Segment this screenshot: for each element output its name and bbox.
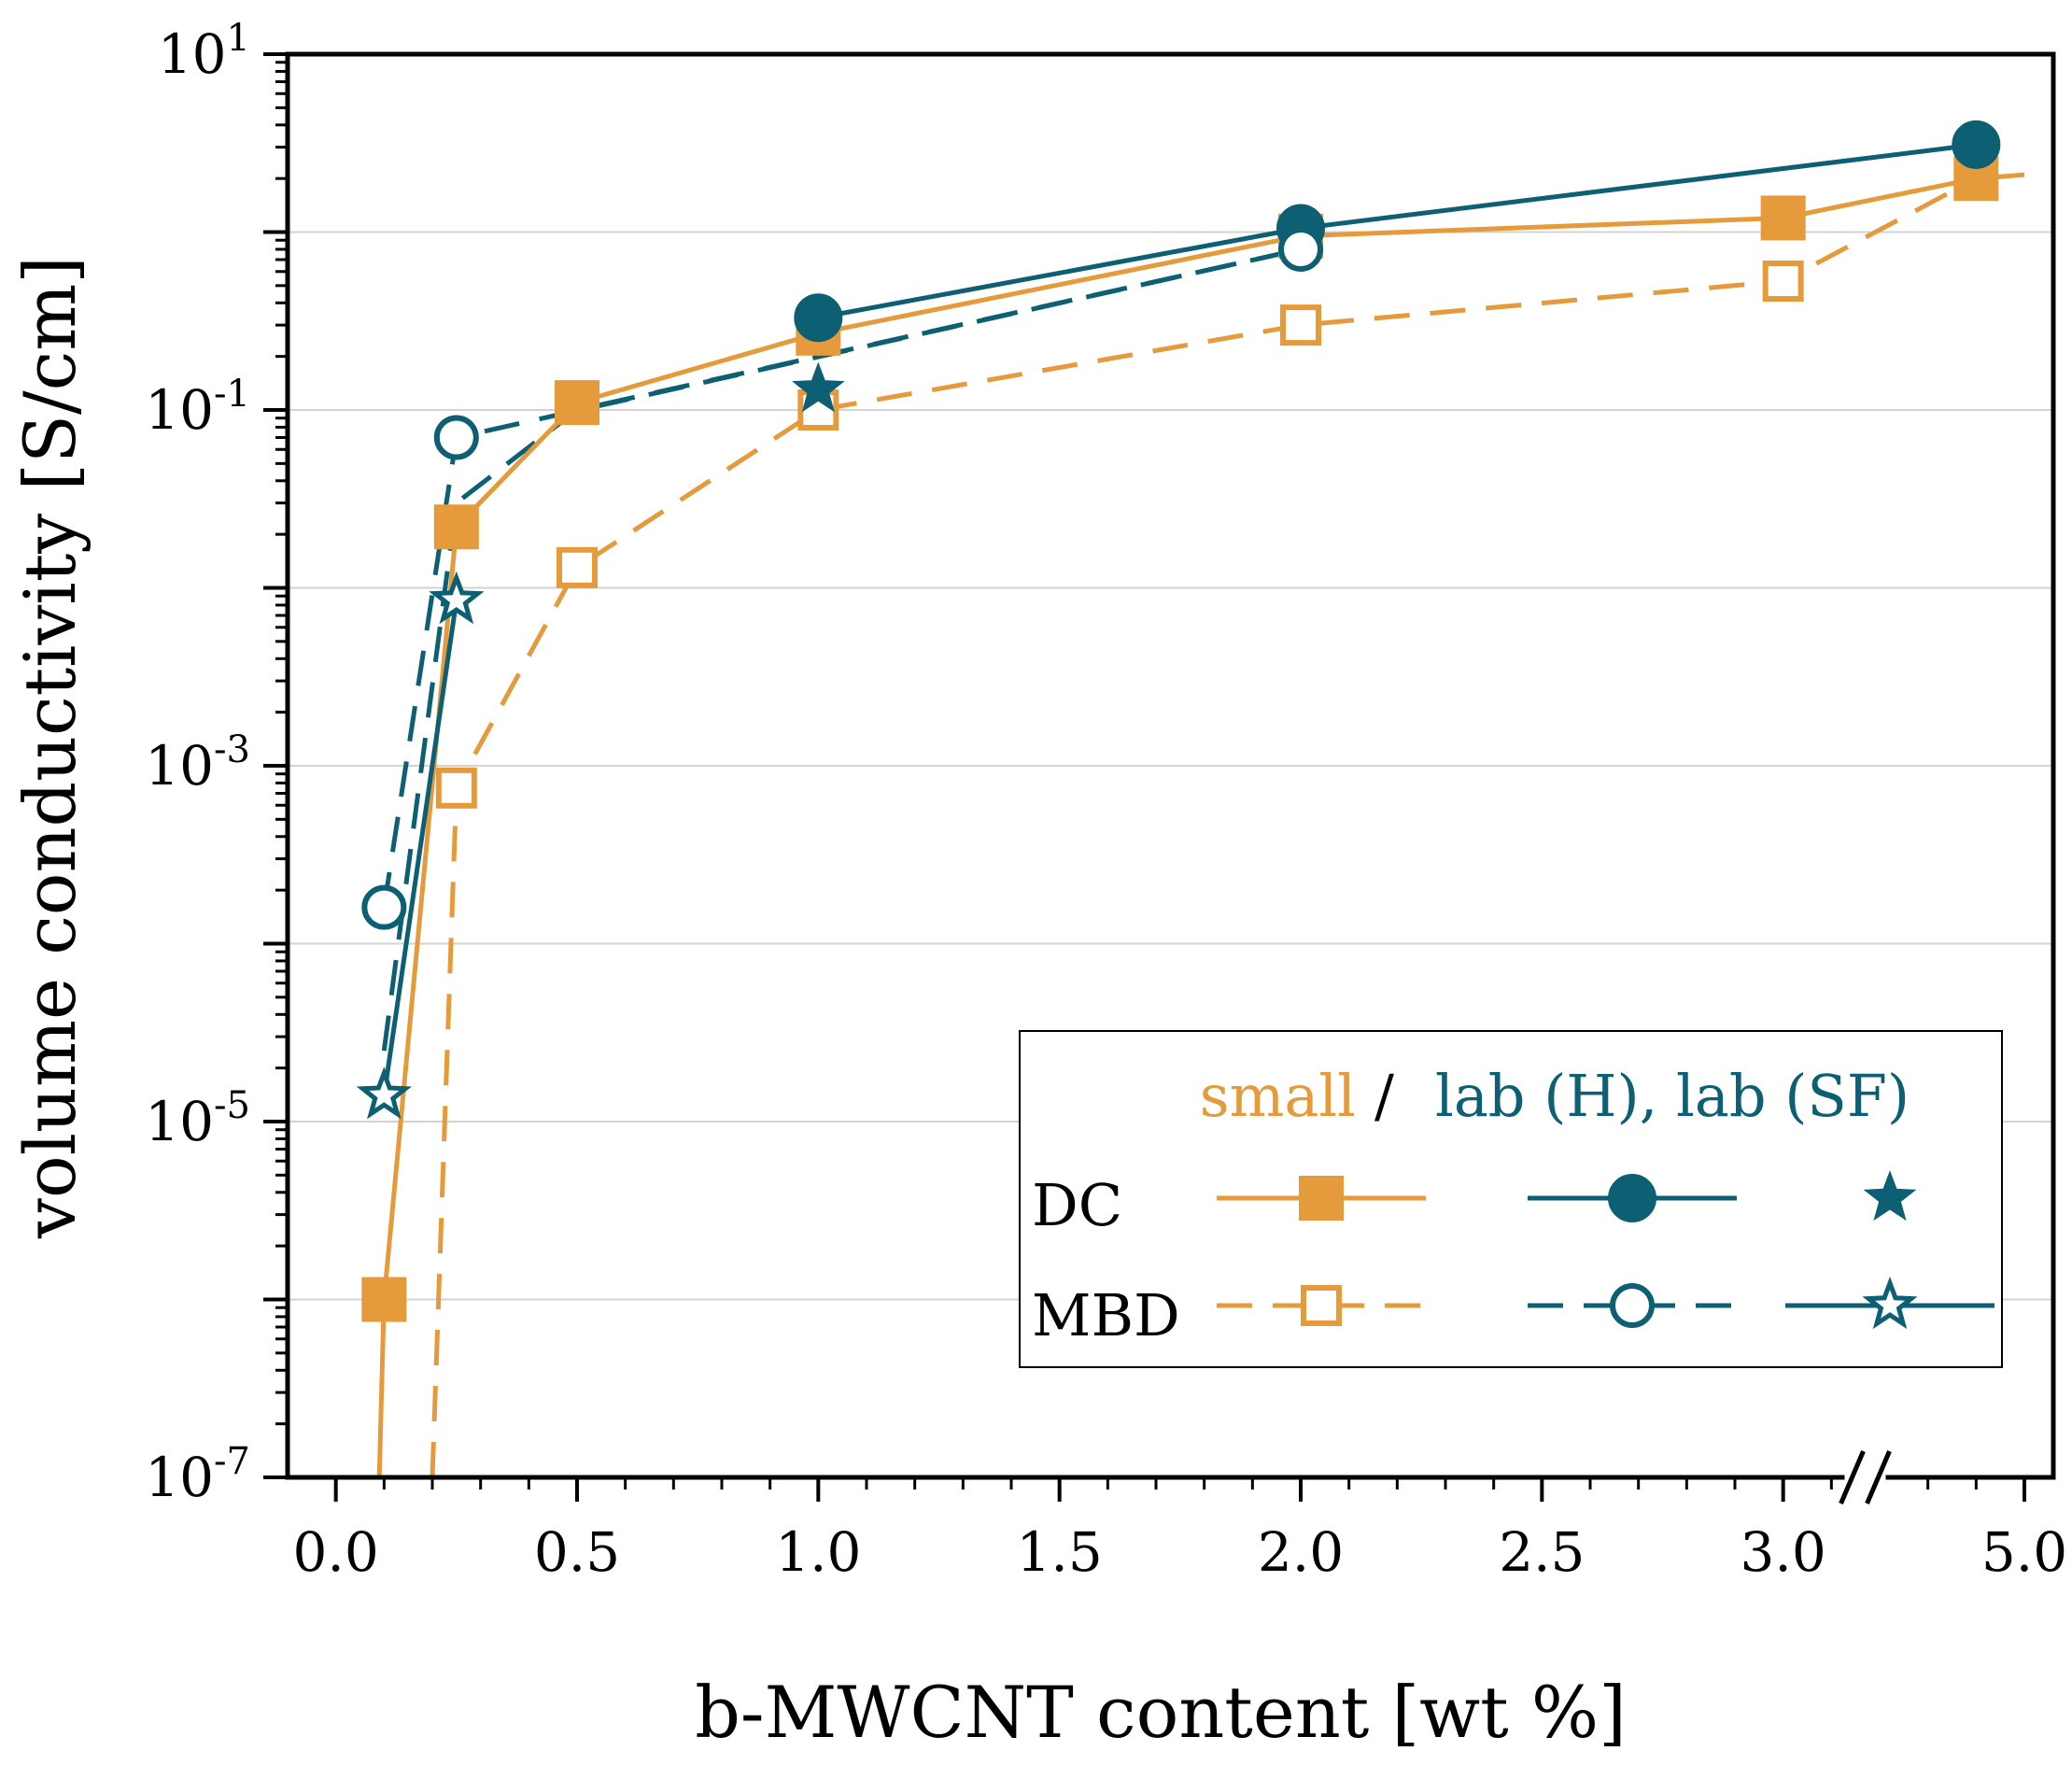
data-point — [435, 767, 477, 809]
y-tick-exponent: -5 — [214, 1084, 250, 1127]
data-point — [433, 415, 479, 460]
legend-labh-mbd-marker — [1610, 1283, 1655, 1328]
legend-labsf-mbd-marker — [1862, 1276, 1918, 1330]
x-tick-label: 1.0 — [775, 1520, 861, 1584]
y-tick-label: 10-7 — [145, 1440, 250, 1509]
y-tick-label: 101 — [158, 17, 250, 86]
plot-area — [356, 120, 2025, 1477]
x-axis-title: b-MWCNT content [wt %] — [695, 1671, 1626, 1754]
data-point — [557, 546, 598, 588]
data-point — [433, 504, 479, 550]
x-tick-label: 2.0 — [1258, 1520, 1344, 1584]
axis-break-mark — [1865, 1450, 1892, 1504]
data-point — [361, 1277, 407, 1322]
x-tick-label: 1.5 — [1017, 1520, 1103, 1584]
legend-labsf-dc-marker — [1863, 1170, 1917, 1221]
y-tick-label: 10-1 — [145, 373, 250, 442]
data-point — [794, 293, 843, 343]
axis-break-mark — [1839, 1450, 1866, 1504]
y-tick-base: 10 — [145, 734, 214, 798]
y-tick-label: 10-3 — [145, 728, 250, 798]
x-tick-label: 5.0 — [1981, 1520, 2067, 1584]
x-tick-label: 0.0 — [293, 1520, 379, 1584]
y-tick-base: 10 — [145, 1446, 214, 1509]
legend-labh-dc-marker — [1608, 1174, 1656, 1222]
legend-header-small: small — [1200, 1062, 1356, 1130]
x-tick-label: 0.5 — [534, 1520, 620, 1584]
legend-header-separator: / — [1374, 1062, 1394, 1130]
data-point — [1278, 226, 1323, 272]
data-point — [429, 571, 485, 625]
x-tick-label: 3.0 — [1741, 1520, 1826, 1584]
y-tick-label: 10-5 — [145, 1084, 250, 1153]
data-point — [1760, 195, 1806, 241]
legend-small-dc-marker — [1299, 1176, 1344, 1221]
legend-small-mbd-marker — [1301, 1285, 1342, 1326]
data-point — [1280, 304, 1321, 346]
data-point — [1762, 261, 1804, 303]
y-tick-base: 10 — [145, 1090, 214, 1153]
data-point — [361, 884, 407, 930]
y-tick-base: 10 — [158, 22, 227, 86]
data-point — [1952, 120, 2001, 169]
y-tick-exponent: -1 — [214, 373, 250, 416]
legend-row-mbd: MBD — [1032, 1281, 1180, 1349]
legend-header-lab: lab (H), lab (SF) — [1435, 1062, 1910, 1130]
legend: small / lab (H), lab (SF) DC MBD — [1019, 1030, 2003, 1368]
legend-row-dc: DC — [1032, 1171, 1122, 1239]
y-tick-exponent: 1 — [227, 17, 250, 60]
legend-box — [1019, 1030, 2003, 1368]
y-tick-exponent: -7 — [214, 1440, 250, 1483]
data-point — [792, 361, 845, 413]
data-point — [555, 380, 599, 426]
data-point — [356, 1066, 412, 1120]
series-line — [381, 600, 459, 1096]
y-axis-title: volume conductivity [S/cm] — [8, 256, 92, 1239]
x-tick-label: 2.5 — [1499, 1520, 1585, 1584]
y-tick-base: 10 — [145, 378, 214, 442]
legend-samples — [1217, 1170, 1994, 1330]
y-tick-exponent: -3 — [214, 728, 250, 771]
trend-line — [381, 247, 1302, 1052]
